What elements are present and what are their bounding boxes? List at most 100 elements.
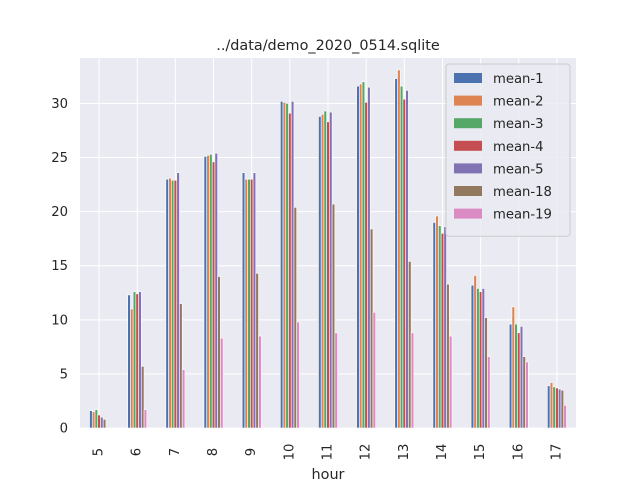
bar-mean-19-hour-15 (487, 356, 491, 429)
bar-mean-2-hour-11 (320, 113, 325, 429)
x-tick-label: 9 (244, 448, 259, 456)
bar-mean-1-hour-6 (127, 294, 131, 429)
bar-mean-4-hour-13 (402, 98, 406, 429)
bar-mean-5-hour-13 (405, 90, 409, 429)
x-tick-label: 11 (321, 444, 336, 461)
bar-mean-18-hour-12 (369, 228, 374, 429)
bar-mean-3-hour-17 (552, 386, 556, 429)
bar-mean-2-hour-16 (511, 306, 515, 429)
bar-mean-4-hour-14 (440, 232, 445, 429)
y-tick-label: 30 (51, 97, 68, 112)
legend-label-mean-18: mean-18 (493, 185, 552, 200)
bar-mean-5-hour-7 (176, 172, 180, 429)
bar-mean-19-hour-16 (525, 361, 529, 429)
bar-mean-19-hour-13 (410, 332, 415, 429)
bar-mean-5-hour-10 (290, 100, 295, 429)
bar-mean-1-hour-5 (89, 410, 93, 429)
bar-mean-4-hour-5 (97, 414, 101, 429)
bar-mean-2-hour-12 (359, 83, 363, 429)
chart-title: ../data/demo_2020_0514.sqlite (216, 38, 440, 54)
bar-mean-5-hour-6 (138, 291, 142, 429)
bar-mean-1-hour-11 (318, 116, 322, 429)
legend-label-mean-3: mean-3 (493, 117, 544, 132)
bar-mean-3-hour-6 (132, 291, 137, 429)
legend-label-mean-1: mean-1 (493, 72, 544, 87)
bar-mean-19-hour-17 (563, 404, 567, 429)
bar-mean-18-hour-13 (408, 261, 412, 429)
bar-mean-3-hour-9 (247, 178, 251, 429)
x-axis-label: hour (312, 467, 345, 480)
bar-mean-18-hour-17 (560, 389, 565, 429)
bar-mean-18-hour-9 (255, 272, 259, 429)
legend-swatch-mean-3 (454, 118, 482, 129)
bar-mean-1-hour-13 (394, 78, 398, 429)
bar-mean-5-hour-9 (252, 172, 257, 429)
y-tick-label: 0 (60, 422, 68, 437)
bar-mean-3-hour-5 (94, 409, 99, 429)
bar-mean-19-hour-11 (334, 332, 338, 429)
bar-mean-3-hour-8 (209, 153, 213, 429)
bar-mean-19-hour-7 (181, 369, 186, 429)
bar-mean-4-hour-17 (555, 387, 559, 429)
bar-mean-2-hour-8 (206, 155, 210, 429)
x-tick-label: 12 (359, 444, 374, 461)
bar-mean-4-hour-8 (211, 161, 216, 429)
bar-mean-2-hour-7 (168, 177, 172, 429)
bars (89, 69, 567, 429)
x-tick-label: 17 (549, 444, 564, 461)
bar-mean-19-hour-10 (296, 321, 300, 429)
y-tick-label: 5 (60, 367, 68, 382)
bar-mean-2-hour-15 (473, 275, 477, 429)
legend-swatch-mean-19 (454, 208, 482, 219)
bar-mean-4-hour-16 (517, 332, 521, 429)
bar-mean-3-hour-15 (476, 288, 480, 429)
bar-mean-1-hour-10 (280, 100, 284, 429)
bar-mean-1-hour-16 (508, 323, 513, 429)
bar-mean-3-hour-7 (170, 179, 175, 429)
x-tick-label: 5 (92, 448, 107, 456)
legend-label-mean-4: mean-4 (493, 140, 544, 155)
bar-mean-3-hour-14 (438, 225, 442, 429)
bar-mean-18-hour-10 (293, 206, 297, 429)
bar-mean-3-hour-12 (361, 81, 366, 429)
y-tick-label: 25 (51, 151, 68, 166)
bar-mean-3-hour-16 (514, 323, 518, 429)
y-tick-label: 10 (51, 313, 68, 328)
bar-mean-18-hour-16 (522, 356, 526, 429)
legend-label-mean-5: mean-5 (493, 162, 544, 177)
bar-mean-1-hour-8 (203, 156, 208, 429)
bar-mean-4-hour-11 (326, 121, 330, 429)
bar-mean-19-hour-12 (372, 311, 376, 429)
legend: mean-1 mean-2 mean-3 mean-4 mean-5 mean-18 mea… (445, 63, 571, 237)
bar-mean-5-hour-16 (519, 326, 524, 429)
bar-mean-5-hour-8 (214, 152, 218, 429)
bar-mean-1-hour-9 (241, 172, 246, 429)
x-tick-label: 10 (282, 444, 297, 461)
bar-mean-1-hour-7 (165, 178, 169, 429)
legend-swatch-mean-4 (454, 140, 482, 151)
x-tick-label: 16 (511, 444, 526, 461)
bar-mean-5-hour-14 (443, 226, 447, 429)
bar-mean-5-hour-12 (367, 86, 371, 429)
bar-mean-4-hour-15 (478, 291, 483, 429)
x-tick-label: 15 (473, 444, 488, 461)
y-tick-label: 15 (51, 259, 68, 274)
bar-mean-18-hour-7 (179, 303, 183, 429)
bar-mean-3-hour-10 (285, 103, 289, 429)
bar-mean-5-hour-15 (481, 288, 486, 429)
x-tick-label: 13 (397, 444, 412, 461)
legend-swatch-mean-1 (454, 73, 482, 83)
bar-mean-5-hour-5 (100, 416, 104, 429)
bar-mean-2-hour-14 (435, 215, 439, 429)
x-tick-label: 8 (206, 448, 221, 456)
bar-mean-1-hour-14 (432, 222, 436, 429)
bar-mean-4-hour-10 (288, 112, 292, 429)
bar-mean-19-hour-6 (143, 409, 148, 429)
bar-mean-4-hour-12 (364, 102, 368, 429)
bar-mean-4-hour-7 (173, 179, 178, 429)
bar-mean-2-hour-17 (549, 382, 554, 429)
bar-mean-19-hour-8 (220, 337, 224, 429)
bar-mean-18-hour-5 (102, 419, 107, 429)
bar-mean-18-hour-8 (217, 276, 221, 429)
bar-mean-2-hour-6 (130, 308, 134, 429)
